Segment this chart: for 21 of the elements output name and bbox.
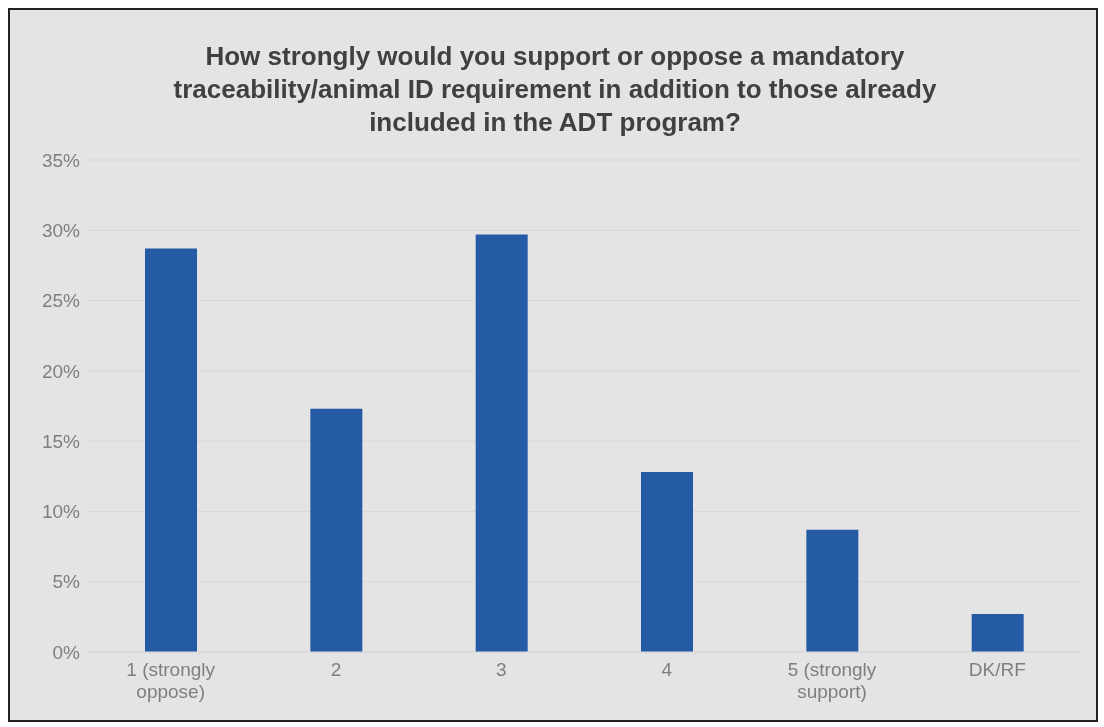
y-tick-label: 0%	[52, 641, 81, 663]
bar	[145, 248, 197, 652]
x-tick-label: 5 (strongly support)	[787, 659, 877, 702]
y-tick-label: 25%	[41, 290, 81, 312]
y-tick-label: 5%	[52, 571, 81, 593]
bar	[971, 614, 1024, 652]
x-tick-label: 3	[496, 659, 507, 680]
bar	[806, 529, 859, 652]
y-tick-label: 15%	[41, 430, 81, 452]
bar	[310, 408, 363, 652]
x-tick-label: 4	[661, 659, 673, 680]
chart-title: How strongly would you support or oppose a mandatory traceability/animal ID requirement in addition to those already included in the ADT program?	[172, 40, 938, 139]
x-tick-label: DK/RF	[968, 659, 1026, 680]
y-tick-label: 30%	[41, 220, 81, 242]
y-tick-label: 20%	[41, 360, 81, 382]
y-tick-label: 35%	[41, 149, 81, 171]
x-tick-label: 2	[330, 659, 342, 680]
bar	[475, 234, 528, 652]
y-tick-label: 10%	[41, 501, 81, 523]
bar	[641, 472, 693, 652]
x-tick-label: 1 (strongly oppose)	[126, 659, 216, 702]
